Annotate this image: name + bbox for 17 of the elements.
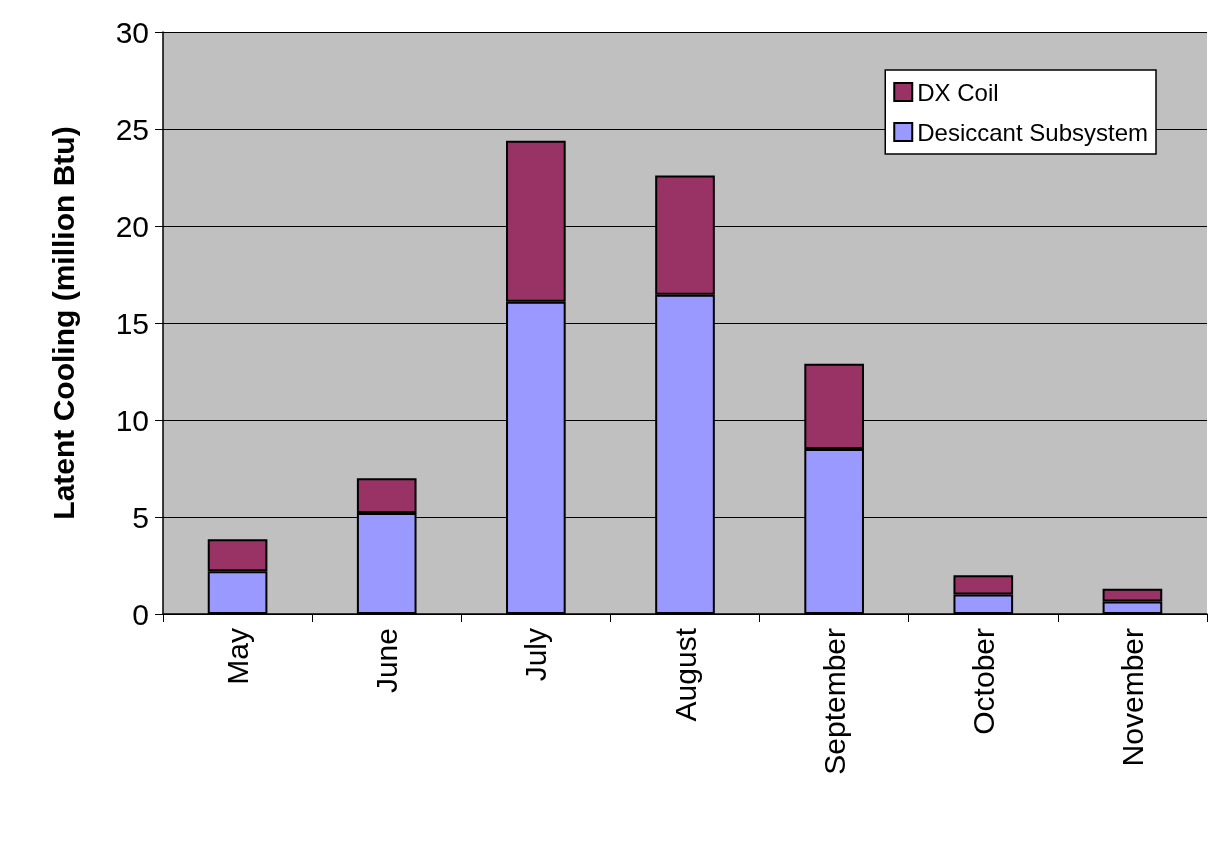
- x-tick-label: June: [370, 628, 404, 694]
- x-tick-label: August: [668, 627, 702, 722]
- legend-label: DX Coil: [917, 78, 999, 106]
- x-tick-label: September: [817, 627, 851, 775]
- y-tick-label: 15: [115, 306, 149, 340]
- x-tick-label: October: [966, 628, 1000, 735]
- x-tick-label: May: [221, 628, 255, 685]
- y-tick-label: 5: [132, 500, 149, 534]
- x-tick-label: July: [519, 628, 553, 682]
- y-axis-title: Latent Cooling (million Btu): [46, 126, 80, 520]
- y-tick-label: 10: [115, 403, 149, 437]
- legend-label: Desiccant Subsystem: [917, 118, 1149, 146]
- y-tick-label: 30: [115, 15, 149, 49]
- y-tick-label: 0: [132, 597, 149, 631]
- y-tick-label: 20: [115, 209, 149, 243]
- y-tick-label: 25: [115, 112, 149, 146]
- x-tick-label: November: [1115, 628, 1149, 767]
